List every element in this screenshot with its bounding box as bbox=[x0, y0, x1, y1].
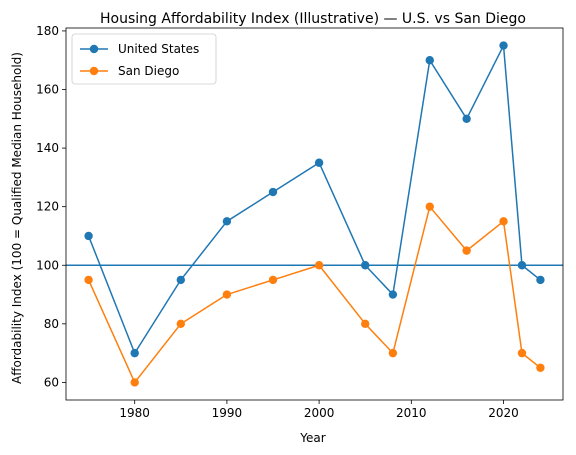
data-point bbox=[222, 217, 232, 226]
data-point bbox=[314, 261, 324, 270]
data-point bbox=[425, 56, 434, 65]
data-point bbox=[517, 348, 527, 358]
y-tick-label: 80 bbox=[44, 317, 59, 331]
legend-marker bbox=[89, 44, 99, 54]
y-tick-label: 160 bbox=[36, 83, 59, 97]
data-point bbox=[536, 363, 545, 372]
legend: United States San Diego bbox=[71, 33, 217, 85]
data-point bbox=[388, 290, 398, 299]
y-tick-label: 180 bbox=[36, 24, 59, 38]
data-point bbox=[536, 275, 545, 285]
x-tick-label: 2000 bbox=[304, 406, 335, 420]
data-point bbox=[222, 290, 232, 299]
data-point bbox=[176, 319, 185, 329]
data-point bbox=[361, 319, 370, 329]
plot-area: 1980 1990 2000 2010 2020 60 80 100 120 140 160 180 bbox=[36, 24, 564, 420]
chart-title: Housing Affordability Index (Illustrativ… bbox=[100, 11, 526, 27]
x-tick-label: 1980 bbox=[119, 406, 150, 420]
axes-frame bbox=[65, 27, 564, 401]
data-point bbox=[268, 187, 278, 197]
data-point bbox=[84, 275, 93, 285]
y-tick-label: 100 bbox=[36, 258, 59, 272]
y-tick-label: 140 bbox=[36, 141, 59, 155]
y-tick-label: 120 bbox=[36, 200, 59, 214]
data-point bbox=[130, 378, 139, 387]
y-axis-label: Affordability Index (100 = Qualified Med… bbox=[10, 52, 24, 384]
x-tick-label: 1990 bbox=[212, 406, 243, 420]
x-tick-label: 2010 bbox=[396, 406, 427, 420]
data-point bbox=[130, 348, 139, 358]
data-point bbox=[517, 261, 527, 270]
data-point bbox=[84, 231, 93, 241]
legend-label: United States bbox=[118, 42, 199, 56]
data-point bbox=[462, 114, 471, 124]
data-point bbox=[361, 261, 370, 270]
legend-label: San Diego bbox=[118, 64, 179, 78]
data-point bbox=[499, 41, 508, 50]
data-point bbox=[425, 202, 434, 211]
legend-marker bbox=[89, 66, 99, 76]
x-tick-label: 2020 bbox=[488, 406, 519, 420]
data-point bbox=[314, 158, 324, 167]
data-point bbox=[176, 275, 185, 285]
data-point bbox=[499, 217, 508, 226]
data-point bbox=[268, 275, 278, 285]
data-point bbox=[388, 348, 398, 358]
data-point bbox=[462, 246, 471, 255]
y-tick-label: 60 bbox=[44, 375, 59, 389]
x-axis-label: Year bbox=[299, 431, 325, 445]
